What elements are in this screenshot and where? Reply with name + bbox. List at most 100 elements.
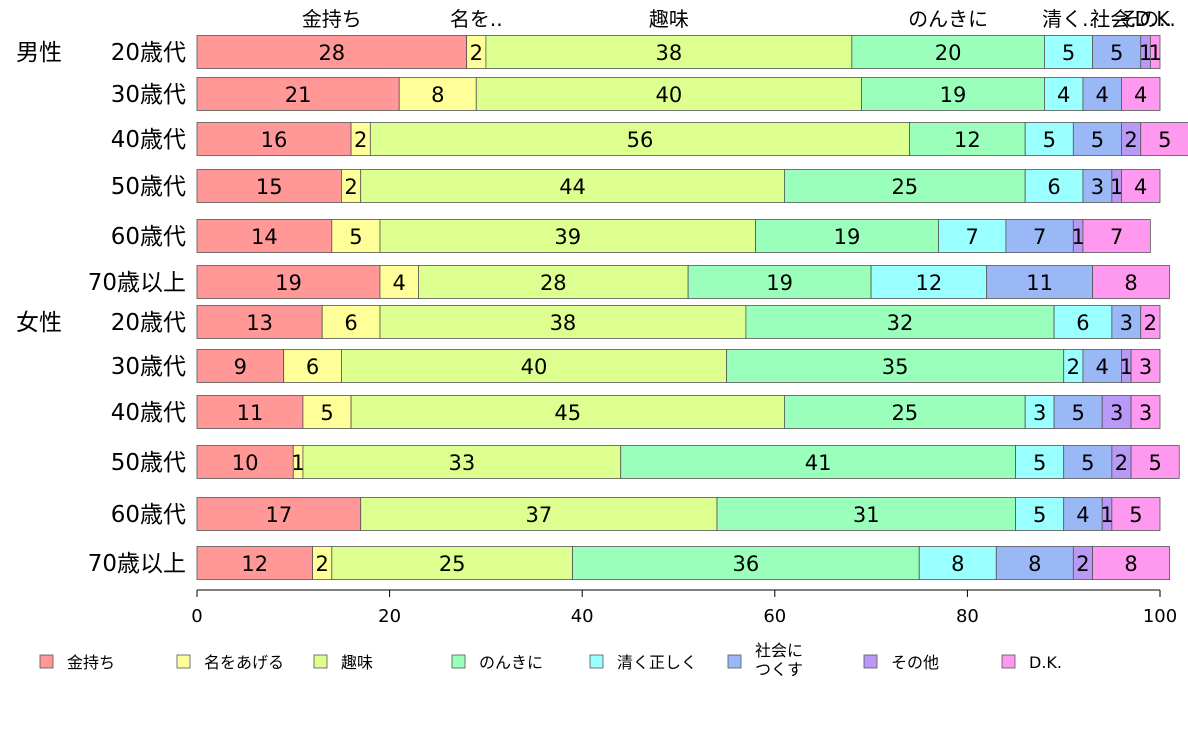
bar-segment [341, 349, 728, 383]
bar-segment [1005, 219, 1074, 253]
x-tick-label: 60 [763, 606, 786, 627]
legend-swatch [1001, 654, 1016, 669]
legend-swatch [176, 654, 191, 669]
data-label: 37 [525, 503, 552, 527]
data-label: 4 [393, 271, 406, 295]
bar-segment [909, 122, 1026, 156]
bar-segment [1063, 445, 1113, 479]
category-label: 70歳以上 [88, 270, 186, 296]
data-label: 5 [1043, 128, 1056, 152]
category-label: 70歳以上 [88, 551, 186, 577]
data-label: 11 [1026, 271, 1053, 295]
bar-segment [918, 546, 997, 580]
data-label: 1 [291, 451, 304, 475]
data-label: 16 [261, 128, 288, 152]
bar-segment [1130, 395, 1161, 429]
data-label: 5 [1110, 41, 1123, 65]
bar-segment [1130, 349, 1161, 383]
data-label: 6 [1047, 175, 1060, 199]
data-label: 3 [1139, 401, 1152, 425]
data-label: 2 [470, 41, 483, 65]
x-tick-label: 80 [956, 606, 979, 627]
bar-segment [851, 35, 1045, 69]
bar-segment [196, 445, 294, 479]
data-label: 12 [916, 271, 943, 295]
data-label: 5 [1033, 503, 1046, 527]
data-label: 4 [1096, 83, 1109, 107]
data-label: 5 [1129, 503, 1142, 527]
bar-segment [1121, 77, 1161, 111]
bar-segment [350, 395, 785, 429]
data-label: 5 [1071, 401, 1084, 425]
bar-segment [1024, 122, 1074, 156]
data-label: 17 [265, 503, 292, 527]
legend-label: 名をあげる [204, 653, 284, 672]
bar-segment [360, 497, 718, 531]
data-label: 1 [1100, 503, 1113, 527]
data-label: 44 [559, 175, 586, 199]
bar-segment [784, 169, 1026, 203]
data-label: 40 [521, 355, 548, 379]
bar-segment [1101, 395, 1132, 429]
group-label: 女性 [16, 310, 62, 336]
data-label: 20 [935, 41, 962, 65]
data-label: 3 [1091, 175, 1104, 199]
bar-segment [196, 395, 304, 429]
category-label: 30歳代 [111, 82, 186, 108]
data-label: 5 [1033, 451, 1046, 475]
bar-segment [1082, 77, 1122, 111]
data-label: 2 [1144, 311, 1157, 335]
category-label: 60歳代 [111, 502, 186, 528]
data-label: 1 [1110, 175, 1123, 199]
data-label: 8 [951, 552, 964, 576]
legend: 金持ち 名をあげる 趣味 のんきに 清く正しく 社会につくす その他 D.K. [39, 641, 1062, 679]
bar-segment [302, 445, 622, 479]
bar-segment [1092, 265, 1171, 299]
data-label: 4 [1134, 175, 1147, 199]
data-label: 45 [554, 401, 581, 425]
bar-segment [1111, 305, 1142, 339]
data-label: 3 [1033, 401, 1046, 425]
data-label: 19 [834, 225, 861, 249]
top-series-label: 名を.. [450, 7, 503, 31]
data-label: 38 [550, 311, 577, 335]
data-label: 32 [887, 311, 914, 335]
group-label: 男性 [16, 40, 62, 66]
data-label: 19 [766, 271, 793, 295]
legend-label: 趣味 [341, 653, 373, 672]
category-label: 40歳代 [111, 127, 186, 153]
data-label: 5 [349, 225, 362, 249]
data-label: 21 [285, 83, 312, 107]
bar-segment [938, 219, 1007, 253]
data-label: 8 [1124, 552, 1137, 576]
bar-segment [398, 77, 477, 111]
bar-segment [321, 305, 381, 339]
data-label: 14 [251, 225, 278, 249]
data-label: 5 [1062, 41, 1075, 65]
data-label: 2 [1076, 552, 1089, 576]
data-label: 6 [306, 355, 319, 379]
data-label: 25 [439, 552, 466, 576]
data-label: 4 [1076, 503, 1089, 527]
category-label: 50歳代 [111, 174, 186, 200]
data-label: 5 [320, 401, 333, 425]
data-label: 7 [1110, 225, 1123, 249]
bar-segment [1092, 35, 1142, 69]
category-label: 40歳代 [111, 400, 186, 426]
data-label: 5 [1081, 451, 1094, 475]
data-label: 25 [891, 175, 918, 199]
data-label: 2 [1124, 128, 1137, 152]
legend-label: D.K. [1029, 653, 1062, 672]
legend-swatch [727, 654, 742, 669]
x-tick-label: 0 [191, 606, 202, 627]
data-label: 33 [448, 451, 475, 475]
data-label: 28 [540, 271, 567, 295]
bar-segment [196, 35, 468, 69]
top-series-label: その.. [1119, 7, 1172, 31]
category-label: 60歳代 [111, 224, 186, 250]
data-label: 3 [1139, 355, 1152, 379]
data-label: 5 [1091, 128, 1104, 152]
